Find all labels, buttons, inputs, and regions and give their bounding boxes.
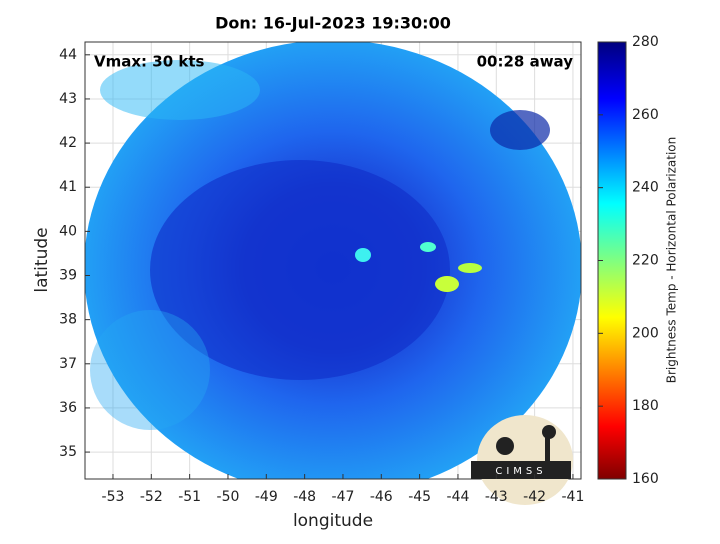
colorbar-tick-label: 260 [632, 107, 659, 123]
colorbar-tick-label: 220 [632, 253, 659, 269]
x-tick-label: -42 [523, 489, 546, 505]
axes-box [84, 41, 582, 480]
annotation: Vmax: 30 kts [94, 53, 204, 71]
x-tick-label: -53 [102, 489, 125, 505]
x-tick-label: -51 [178, 489, 201, 505]
x-tick-label: -43 [485, 489, 508, 505]
chart-title: Don: 16-Jul-2023 19:30:00 [215, 14, 451, 33]
colorbar-tick-label: 160 [632, 471, 659, 487]
y-tick-label: 42 [59, 135, 77, 151]
x-tick-label: -44 [447, 489, 470, 505]
x-tick-label: -49 [255, 489, 278, 505]
x-tick-label: -50 [217, 489, 240, 505]
y-tick-label: 37 [59, 356, 77, 372]
x-tick-label: -48 [293, 489, 316, 505]
y-tick-label: 38 [59, 312, 77, 328]
x-tick-label: -46 [370, 489, 393, 505]
y-tick-label: 43 [59, 91, 77, 107]
x-tick-label: -52 [140, 489, 163, 505]
logo-text: CIMSS [495, 466, 546, 477]
y-axis-label: latitude [32, 227, 52, 292]
y-tick-label: 35 [59, 444, 77, 460]
colorbar-tick-label: 180 [632, 398, 659, 414]
x-axis-label: longitude [293, 511, 373, 531]
x-tick-label: -45 [408, 489, 431, 505]
colorbar-tick-label: 280 [632, 34, 659, 50]
annotation: 00:28 away [477, 53, 574, 71]
satellite-image [85, 42, 581, 479]
colorbar-label: Brightness Temp - Horizontal Polarizatio… [665, 137, 679, 384]
colorbar-tick-label: 240 [632, 180, 659, 196]
x-tick-label: -47 [332, 489, 355, 505]
y-tick-label: 39 [59, 268, 77, 284]
colorbar-tick-label: 200 [632, 325, 659, 341]
y-tick-label: 41 [59, 179, 77, 195]
y-tick-label: 44 [59, 47, 77, 63]
x-tick-label: -41 [562, 489, 585, 505]
y-tick-label: 40 [59, 223, 77, 239]
y-tick-label: 36 [59, 400, 77, 416]
